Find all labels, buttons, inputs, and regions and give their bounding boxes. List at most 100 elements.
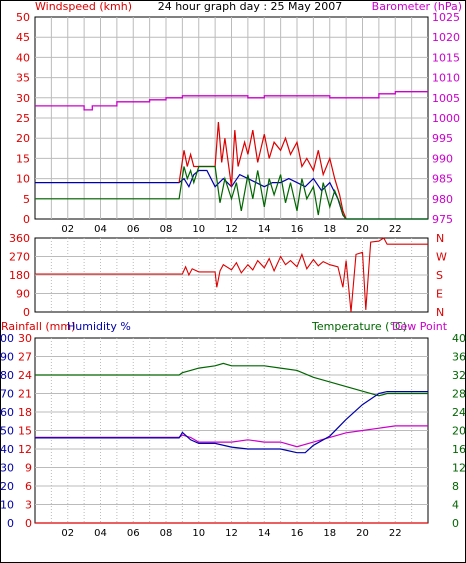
legend-humidity: Humidity % (67, 320, 131, 333)
y-tick-label: 24 (452, 406, 466, 419)
y-tick-label: 15 (18, 425, 32, 438)
y-tick-label: 12 (18, 443, 32, 456)
y-tick-label: 0 (25, 517, 32, 530)
y-tick-label: 1020 (432, 31, 460, 44)
y-tick-label: E (436, 288, 443, 301)
y-tick-label: 4 (452, 499, 459, 512)
dew-point-line (35, 425, 428, 448)
y-tick-label: 1010 (432, 72, 460, 85)
y-tick-label: 90 (16, 288, 30, 301)
windspeed-line (35, 165, 428, 220)
y-tick-label: 985 (432, 173, 453, 186)
x-tick-label: 12 (225, 528, 238, 539)
y-tick-label: 9 (25, 462, 32, 475)
y-tick-label: 40 (452, 332, 466, 345)
y-tick-label: 990 (432, 152, 453, 165)
y-tick-label: 270 (9, 251, 30, 264)
y-tick-label: 180 (9, 269, 30, 282)
y-tick-label: 3 (25, 499, 32, 512)
time-ticks-panel1: 02 04 06 08 10 12 14 16 18 20 22 (61, 224, 401, 235)
y-tick-label: 70 (0, 388, 14, 401)
y-tick-label: 32 (452, 369, 466, 382)
y-tick-label: 30 (0, 462, 14, 475)
y-tick-label: 20 (452, 425, 466, 438)
wind-direction-line (35, 237, 428, 313)
y-tick-label: N (436, 306, 444, 319)
y-tick-label: 0 (7, 517, 14, 530)
barometer-ticks: 1025 1020 1015 1010 1005 1000 995 990 985 980 975 (432, 11, 460, 226)
x-tick-label: 20 (356, 224, 369, 235)
x-tick-label: 02 (61, 224, 74, 235)
y-tick-label: 8 (452, 480, 459, 493)
y-tick-label: 35 (16, 72, 30, 85)
direction-grid (35, 238, 428, 312)
y-tick-label: 1000 (432, 112, 460, 125)
wind-direction-series (35, 237, 428, 313)
y-tick-label: 10 (16, 173, 30, 186)
y-tick-label: 30 (16, 92, 30, 105)
y-tick-label: 20 (16, 132, 30, 145)
y-tick-label: 360 (9, 232, 30, 245)
y-tick-label: W (436, 251, 447, 264)
legend-dew-point: Dew Point (392, 320, 448, 333)
y-tick-label: 0 (452, 517, 459, 530)
x-tick-label: 14 (258, 224, 271, 235)
x-tick-label: 18 (323, 528, 336, 539)
y-tick-label: 975 (432, 213, 453, 226)
y-tick-label: N (436, 232, 444, 245)
x-tick-label: 22 (389, 528, 402, 539)
windspeed-label: Windspeed (kmh) (35, 0, 132, 13)
y-tick-label: 90 (0, 351, 14, 364)
y-tick-label: 1015 (432, 51, 460, 64)
y-tick-label: 15 (16, 152, 30, 165)
temp-humidity-series (35, 362, 428, 524)
x-tick-label: 22 (389, 224, 402, 235)
y-tick-label: 980 (432, 193, 453, 206)
panel-wind-grid (35, 17, 428, 219)
temperature-line (35, 362, 428, 397)
x-tick-label: 08 (160, 224, 173, 235)
y-tick-label: 50 (0, 425, 14, 438)
time-ticks-panel3: 02 04 06 08 10 12 14 16 18 20 22 (61, 528, 401, 539)
y-tick-label: 0 (23, 306, 30, 319)
y-tick-label: 50 (16, 11, 30, 24)
x-tick-label: 04 (94, 528, 107, 539)
y-tick-label: 995 (432, 132, 453, 145)
y-tick-label: S (436, 269, 443, 282)
x-tick-label: 16 (291, 224, 304, 235)
legend-temperature: Temperature (°C) (311, 320, 407, 333)
x-tick-label: 20 (356, 528, 369, 539)
x-tick-label: 06 (127, 224, 140, 235)
y-tick-label: 16 (452, 443, 466, 456)
x-tick-label: 12 (225, 224, 238, 235)
chart-title: 24 hour graph day : 25 May 2007 (158, 0, 343, 13)
humidity-line (35, 391, 428, 454)
x-tick-label: 06 (127, 528, 140, 539)
y-tick-label: 18 (18, 406, 32, 419)
x-tick-label: 18 (323, 224, 336, 235)
y-tick-label: 12 (452, 462, 466, 475)
y-tick-label: 36 (452, 351, 466, 364)
x-tick-label: 14 (258, 528, 271, 539)
x-tick-label: 16 (291, 528, 304, 539)
y-tick-label: 24 (18, 369, 32, 382)
x-tick-label: 08 (160, 528, 173, 539)
y-tick-label: 40 (0, 443, 14, 456)
legend-rainfall: Rainfall (mm) (1, 320, 75, 333)
barometer-line (35, 91, 428, 111)
y-tick-label: 60 (0, 406, 14, 419)
y-tick-label: 5 (23, 193, 30, 206)
y-tick-label: 28 (452, 388, 466, 401)
x-tick-label: 10 (192, 224, 205, 235)
wind-baro-series (35, 91, 428, 220)
y-tick-label: 100 (0, 332, 14, 345)
barometer-label: Barometer (hPa) (372, 0, 462, 13)
x-tick-label: 04 (94, 224, 107, 235)
y-tick-label: 0 (23, 213, 30, 226)
x-tick-label: 02 (61, 528, 74, 539)
y-tick-label: 10 (0, 499, 14, 512)
